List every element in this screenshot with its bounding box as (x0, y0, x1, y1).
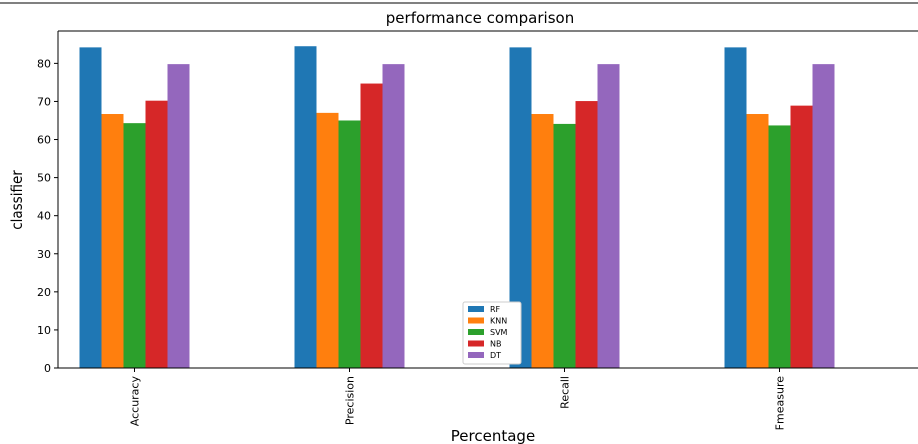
bar-knn-fmeasure (746, 114, 769, 369)
bar-knn-accuracy (101, 114, 124, 369)
bar-rf-recall (509, 47, 532, 368)
bar-knn-precision (316, 112, 339, 368)
bar-rf-precision (294, 46, 317, 369)
bar-nb-precision (360, 83, 383, 368)
bar-svm-accuracy (123, 123, 146, 368)
bar-nb-fmeasure (790, 105, 813, 369)
x-tick-label: Precision (344, 376, 357, 425)
bar-dt-precision (382, 64, 405, 368)
legend-swatch-dt (468, 352, 484, 358)
bar-svm-fmeasure (768, 125, 791, 368)
bar-knn-recall (531, 114, 554, 369)
legend-swatch-svm (468, 329, 484, 335)
x-tick-label: Recall (559, 376, 572, 409)
x-axis-label: Percentage (451, 427, 535, 444)
legend-swatch-knn (468, 317, 484, 324)
legend-label-knn: KNN (490, 317, 507, 326)
legend-swatch-rf (468, 306, 484, 312)
legend-label-dt: DT (490, 351, 501, 360)
legend-swatch-nb (468, 340, 484, 347)
y-tick-label: 20 (37, 286, 51, 299)
bar-dt-recall (597, 64, 620, 368)
x-tick-label: Accuracy (129, 376, 142, 427)
bar-dt-fmeasure (812, 64, 835, 368)
plot-area: Accuracy Precision Recall Fmeasure 0 10 20 30 40… (37, 30, 918, 431)
bar-nb-recall (575, 101, 598, 368)
y-tick-label: 80 (37, 57, 51, 70)
y-tick-label: 0 (44, 362, 51, 375)
y-tick-label: 10 (37, 324, 51, 337)
y-tick-label: 30 (37, 248, 51, 261)
y-tick-label: 40 (37, 210, 51, 223)
bar-rf-accuracy (79, 47, 102, 368)
bar-rf-fmeasure (724, 47, 747, 368)
y-tick-label: 50 (37, 172, 51, 185)
bar-svm-recall (553, 123, 576, 368)
bar-nb-accuracy (145, 100, 168, 368)
bar-dt-accuracy (167, 64, 190, 368)
bar-svm-precision (338, 120, 361, 369)
legend-label-nb: NB (490, 340, 501, 349)
x-tick-label: Fmeasure (774, 376, 787, 431)
y-tick-label: 70 (37, 95, 51, 108)
y-axis-label: classifier (8, 170, 26, 230)
y-tick-label: 60 (37, 134, 51, 147)
legend: RF KNN SVM NB DT (462, 301, 522, 365)
legend-label-svm: SVM (490, 328, 508, 337)
chart-title: performance comparison (386, 9, 574, 27)
legend-label-rf: RF (490, 305, 501, 314)
